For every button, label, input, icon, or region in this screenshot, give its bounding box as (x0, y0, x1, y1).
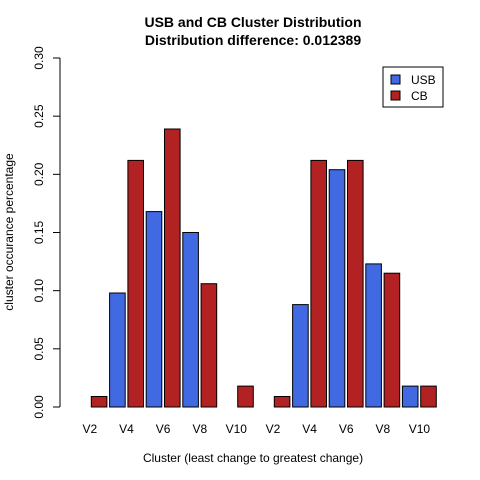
x-tick-label: V2 (266, 422, 281, 436)
bars-group (90, 128, 437, 408)
x-tick-label: V8 (192, 422, 207, 436)
x-tick-label: V10 (409, 422, 431, 436)
bar-usb-v8 (328, 169, 346, 408)
y-tick-label: 0.20 (32, 162, 46, 186)
bar-cb-v7 (310, 159, 327, 408)
legend: USB CB (382, 66, 444, 108)
bar-cb-v9 (383, 272, 401, 408)
bar-usb-v7 (292, 304, 309, 408)
y-axis: 0.00 0.05 0.10 0.15 0.20 0.25 0.30 (32, 46, 61, 419)
bar-cb-v2 (127, 159, 145, 408)
legend-label-usb: USB (411, 73, 436, 87)
bar-usb-v4 (182, 232, 199, 408)
bar-usb-v9 (365, 263, 382, 408)
y-tick-label: 0.00 (32, 395, 46, 419)
bar-usb-v3 (145, 211, 163, 408)
bar-usb-v2 (109, 292, 126, 408)
x-tick-label: V4 (302, 422, 317, 436)
legend-swatch-cb (390, 90, 401, 101)
y-tick-label: 0.15 (32, 220, 46, 244)
bar-cb-v10 (420, 385, 437, 408)
chart-subtitle: Distribution difference: 0.012389 (145, 32, 362, 48)
y-tick-label: 0.30 (32, 46, 46, 70)
bar-cb-v1 (90, 396, 108, 408)
x-tick-label: V6 (339, 422, 354, 436)
x-tick-label: V2 (83, 422, 98, 436)
legend-label-cb: CB (411, 89, 428, 103)
bar-cb-v6 (273, 396, 291, 408)
y-tick-label: 0.10 (32, 279, 46, 303)
x-tick-labels: V2 V4 V6 V8 V10 V2 V4 V6 V8 V10 (83, 422, 431, 436)
legend-swatch-usb (390, 74, 401, 85)
x-tick-label: V4 (119, 422, 134, 436)
bar-cb-v3 (164, 128, 181, 408)
y-tick-label: 0.05 (32, 337, 46, 361)
chart-title: USB and CB Cluster Distribution (144, 14, 361, 30)
x-tick-label: V8 (375, 422, 390, 436)
x-axis-label: Cluster (least change to greatest change… (143, 451, 363, 465)
bar-cb-v4 (200, 283, 218, 408)
x-tick-label: V10 (226, 422, 248, 436)
bar-cb-v5 (237, 385, 254, 408)
bar-usb-v10 (401, 385, 419, 408)
y-axis-label: cluster occurance percentage (2, 153, 16, 311)
bar-cb-v8 (347, 159, 364, 408)
y-tick-label: 0.25 (32, 104, 46, 128)
x-tick-label: V6 (156, 422, 171, 436)
